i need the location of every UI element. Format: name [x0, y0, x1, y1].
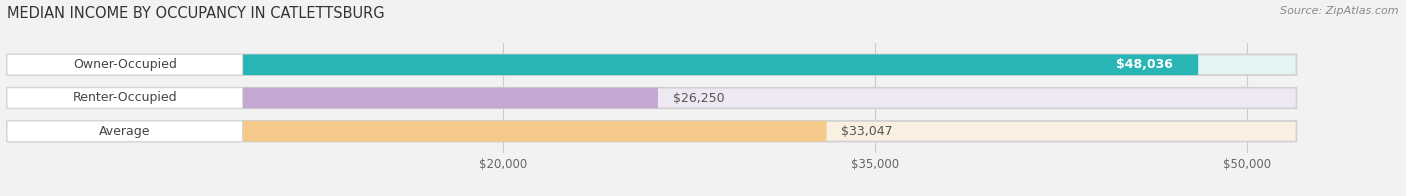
FancyBboxPatch shape: [7, 88, 1296, 108]
Text: $48,036: $48,036: [1116, 58, 1174, 71]
Text: Source: ZipAtlas.com: Source: ZipAtlas.com: [1281, 6, 1399, 16]
FancyBboxPatch shape: [7, 54, 1296, 75]
FancyBboxPatch shape: [7, 54, 243, 75]
Text: Average: Average: [98, 125, 150, 138]
Text: MEDIAN INCOME BY OCCUPANCY IN CATLETTSBURG: MEDIAN INCOME BY OCCUPANCY IN CATLETTSBU…: [7, 6, 385, 21]
FancyBboxPatch shape: [7, 54, 1198, 75]
Text: Owner-Occupied: Owner-Occupied: [73, 58, 177, 71]
Text: Renter-Occupied: Renter-Occupied: [73, 92, 177, 104]
Text: $26,250: $26,250: [673, 92, 724, 104]
FancyBboxPatch shape: [7, 121, 1296, 142]
Text: $33,047: $33,047: [841, 125, 893, 138]
FancyBboxPatch shape: [7, 121, 243, 142]
FancyBboxPatch shape: [7, 88, 243, 108]
FancyBboxPatch shape: [7, 88, 658, 108]
FancyBboxPatch shape: [7, 121, 827, 142]
